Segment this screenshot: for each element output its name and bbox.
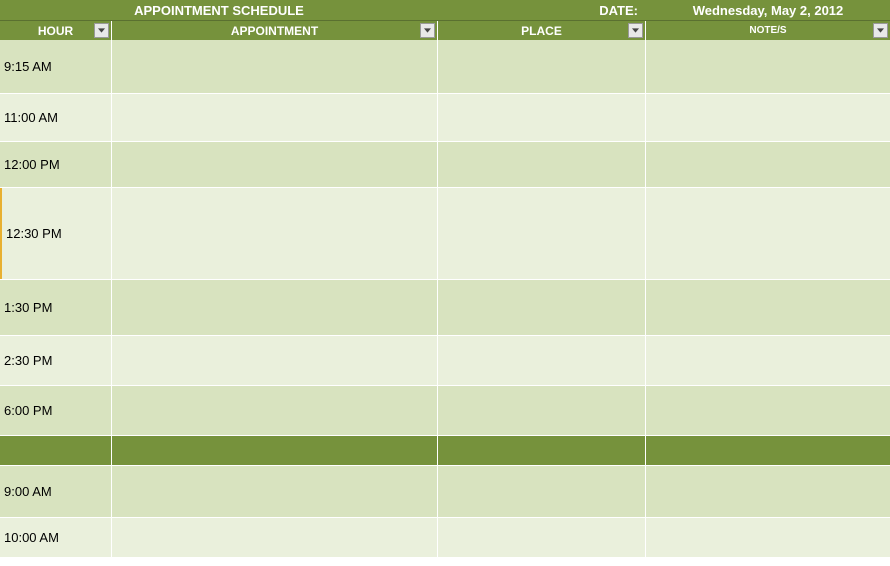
cell-appointment[interactable] (112, 280, 438, 335)
cell-appointment[interactable] (112, 40, 438, 93)
table-row[interactable] (0, 436, 890, 466)
cell-notes[interactable] (646, 386, 890, 435)
column-header-row: HOUR APPOINTMENT PLACE NOTE/S (0, 20, 890, 40)
table-row[interactable]: 12:00 PM (0, 142, 890, 188)
cell-place[interactable] (438, 142, 646, 187)
table-row[interactable]: 12:30 PM (0, 188, 890, 280)
cell-appointment[interactable] (112, 94, 438, 141)
cell-place[interactable] (438, 94, 646, 141)
chevron-down-icon (877, 28, 884, 33)
cell-appointment[interactable] (112, 466, 438, 517)
cell-place[interactable] (438, 336, 646, 385)
column-header-label: APPOINTMENT (231, 24, 318, 38)
cell-notes[interactable] (646, 466, 890, 517)
cell-hour[interactable]: 9:15 AM (0, 40, 112, 93)
cell-appointment[interactable] (112, 142, 438, 187)
cell-appointment[interactable] (112, 436, 438, 465)
table-row[interactable]: 1:30 PM (0, 280, 890, 336)
cell-notes[interactable] (646, 280, 890, 335)
appointment-schedule-table: APPOINTMENT SCHEDULE DATE: Wednesday, Ma… (0, 0, 890, 566)
cell-place[interactable] (438, 280, 646, 335)
table-row[interactable]: 10:00 AM (0, 518, 890, 558)
table-body: 9:15 AM11:00 AM12:00 PM12:30 PM1:30 PM2:… (0, 40, 890, 558)
table-row[interactable]: 9:00 AM (0, 466, 890, 518)
cell-hour[interactable]: 12:30 PM (0, 188, 112, 279)
date-value: Wednesday, May 2, 2012 (646, 3, 890, 18)
cell-notes[interactable] (646, 142, 890, 187)
filter-button-hour[interactable] (94, 23, 109, 38)
cell-appointment[interactable] (112, 188, 438, 279)
chevron-down-icon (98, 28, 105, 33)
date-label: DATE: (504, 3, 646, 18)
column-header-appointment: APPOINTMENT (112, 21, 438, 40)
cell-notes[interactable] (646, 336, 890, 385)
title-row: APPOINTMENT SCHEDULE DATE: Wednesday, Ma… (0, 0, 890, 20)
column-header-place: PLACE (438, 21, 646, 40)
cell-place[interactable] (438, 466, 646, 517)
filter-button-place[interactable] (628, 23, 643, 38)
chevron-down-icon (424, 28, 431, 33)
table-row[interactable]: 6:00 PM (0, 386, 890, 436)
column-header-notes: NOTE/S (646, 21, 890, 40)
chevron-down-icon (632, 28, 639, 33)
cell-notes[interactable] (646, 40, 890, 93)
cell-notes[interactable] (646, 94, 890, 141)
cell-appointment[interactable] (112, 518, 438, 557)
cell-appointment[interactable] (112, 336, 438, 385)
cell-notes[interactable] (646, 436, 890, 465)
cell-place[interactable] (438, 436, 646, 465)
filter-button-notes[interactable] (873, 23, 888, 38)
cell-place[interactable] (438, 188, 646, 279)
cell-hour[interactable]: 10:00 AM (0, 518, 112, 557)
cell-hour[interactable]: 9:00 AM (0, 466, 112, 517)
cell-hour[interactable]: 2:30 PM (0, 336, 112, 385)
cell-place[interactable] (438, 40, 646, 93)
cell-hour[interactable]: 1:30 PM (0, 280, 112, 335)
column-header-label: NOTE/S (749, 25, 786, 36)
column-header-hour: HOUR (0, 21, 112, 40)
cell-hour[interactable] (0, 436, 112, 465)
table-row[interactable]: 9:15 AM (0, 40, 890, 94)
cell-notes[interactable] (646, 518, 890, 557)
cell-notes[interactable] (646, 188, 890, 279)
schedule-title: APPOINTMENT SCHEDULE (0, 3, 438, 18)
table-row[interactable]: 11:00 AM (0, 94, 890, 142)
cell-hour[interactable]: 12:00 PM (0, 142, 112, 187)
column-header-label: HOUR (38, 24, 73, 38)
table-row[interactable]: 2:30 PM (0, 336, 890, 386)
cell-appointment[interactable] (112, 386, 438, 435)
cell-place[interactable] (438, 386, 646, 435)
cell-hour[interactable]: 11:00 AM (0, 94, 112, 141)
cell-place[interactable] (438, 518, 646, 557)
filter-button-appointment[interactable] (420, 23, 435, 38)
column-header-label: PLACE (521, 24, 562, 38)
cell-hour[interactable]: 6:00 PM (0, 386, 112, 435)
